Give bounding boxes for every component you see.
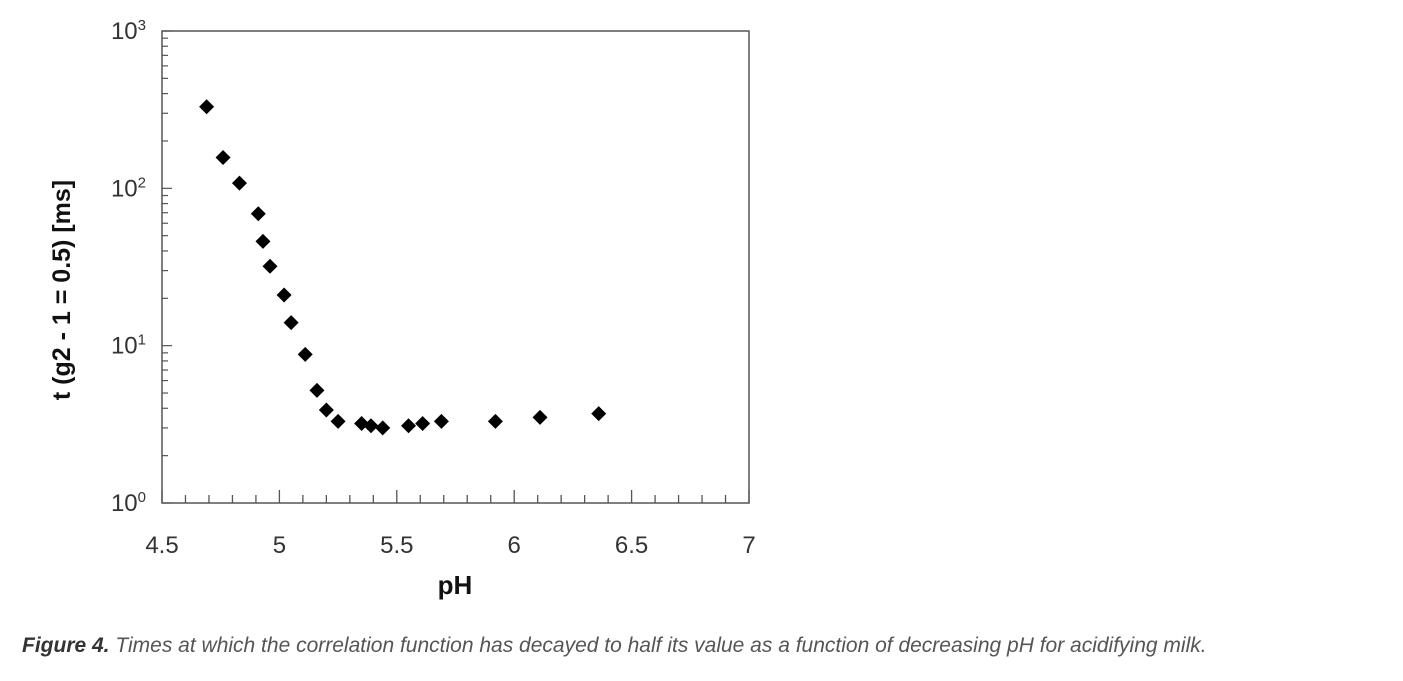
x-tick-label: 5.5 [380, 532, 413, 559]
figure-caption: Figure 4. Times at which the correlation… [22, 634, 1392, 658]
data-point [276, 287, 292, 303]
caption-text: Times at which the correlation function … [109, 634, 1207, 657]
plot-area [161, 30, 750, 504]
x-tick-label: 6 [508, 532, 521, 559]
data-point [250, 206, 266, 222]
x-axis: 4.5 5 5.5 6 6.5 7 [145, 490, 756, 559]
chart: 100 101 102 103 4.5 5 5.5 6 6.5 7 pH t (g2 - 1 =… [48, 17, 756, 600]
data-point [532, 409, 548, 425]
caption-label: Figure 4. [22, 634, 110, 657]
data-point [309, 382, 325, 398]
data-point [401, 418, 417, 434]
data-point [199, 99, 215, 115]
data-point [433, 413, 449, 429]
data-point [262, 258, 278, 274]
data-point [297, 346, 313, 362]
data-point [215, 150, 231, 166]
y-tick-label: 103 [111, 17, 146, 45]
x-tick-label: 4.5 [145, 532, 178, 559]
data-point [363, 418, 379, 434]
y-tick-label: 102 [111, 174, 146, 202]
x-tick-label: 7 [742, 532, 755, 559]
data-point [487, 413, 503, 429]
data-point [318, 402, 334, 418]
data-point [375, 420, 391, 436]
data-point [231, 175, 247, 191]
data-point [415, 416, 431, 432]
data-points [199, 99, 607, 436]
x-tick-label: 6.5 [615, 532, 648, 559]
x-tick-label: 5 [273, 532, 286, 559]
y-tick-label: 101 [111, 332, 146, 360]
data-point [330, 413, 346, 429]
y-axis: 100 101 102 103 [111, 17, 172, 517]
data-point [283, 315, 299, 331]
data-point [591, 406, 607, 422]
y-axis-title: t (g2 - 1 = 0.5) [ms] [48, 180, 76, 400]
y-tick-label: 100 [111, 489, 146, 517]
x-axis-title: pH [438, 570, 473, 600]
data-point [255, 233, 271, 249]
